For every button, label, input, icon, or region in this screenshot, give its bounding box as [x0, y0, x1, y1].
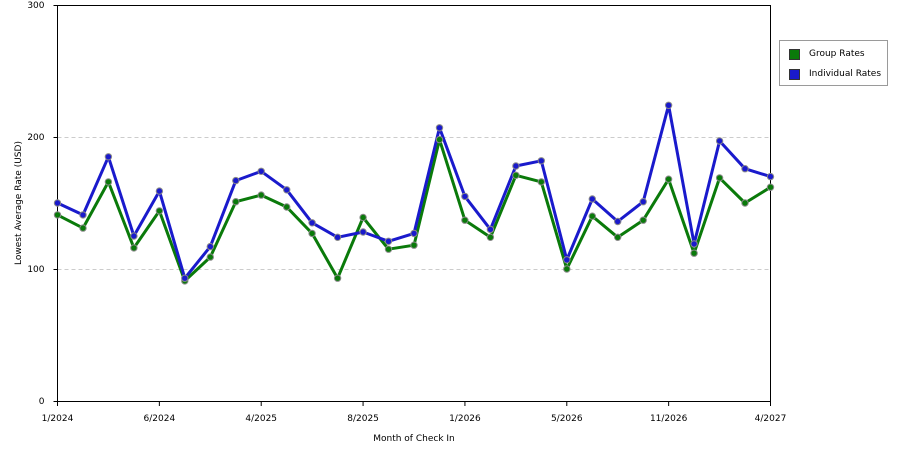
data-point-individual-rates [461, 192, 469, 201]
y-ticks: 0 100 200 300 [27, 1, 58, 407]
data-point-individual-rates [410, 229, 418, 238]
data-point-group-rates [435, 135, 444, 144]
legend-item-group-rates: Group Rates [789, 48, 865, 60]
legend-label-group-rates: Group Rates [809, 49, 865, 59]
data-point-individual-rates [435, 124, 444, 132]
data-point-group-rates [461, 216, 469, 224]
data-point-group-rates [410, 241, 418, 249]
data-point-individual-rates [563, 256, 571, 264]
data-point-group-rates [563, 265, 571, 273]
data-point-individual-rates [333, 233, 342, 242]
data-point-individual-rates [486, 225, 495, 234]
data-point-group-rates [232, 198, 240, 206]
x-tick-label: 11/2026 [650, 414, 688, 424]
data-point-group-rates [155, 207, 164, 215]
data-point-individual-rates [690, 240, 698, 248]
data-point-group-rates [359, 213, 367, 222]
data-point-individual-rates [715, 137, 724, 145]
legend: Group Rates Individual Rates [779, 40, 888, 86]
data-point-individual-rates [232, 176, 240, 185]
data-point-group-rates [283, 203, 291, 211]
data-point-individual-rates [384, 237, 393, 246]
data-point-individual-rates [614, 217, 622, 226]
series-line-individual-rates [56, 103, 772, 280]
data-point-individual-rates [155, 187, 164, 195]
data-point-group-rates [486, 233, 495, 242]
data-point-group-rates [588, 212, 596, 220]
y-tick-label: 100 [27, 265, 44, 275]
series-lines [56, 103, 772, 283]
y-tick-label: 300 [27, 1, 44, 11]
data-point-individual-rates [283, 186, 291, 194]
y-tick-label: 200 [27, 133, 44, 143]
data-point-group-rates [53, 211, 62, 219]
data-point-group-rates [690, 249, 698, 257]
y-tick-label: 0 [39, 397, 45, 407]
data-point-group-rates [741, 199, 749, 207]
x-tick-label: 8/2025 [347, 414, 379, 424]
data-point-individual-rates [308, 219, 316, 227]
data-point-individual-rates [537, 157, 545, 165]
data-point-individual-rates [181, 274, 189, 282]
data-point-group-rates [537, 178, 545, 186]
data-point-individual-rates [130, 232, 138, 240]
x-tick-label: 1/2026 [449, 414, 481, 424]
data-point-group-rates [333, 274, 342, 282]
data-point-group-rates [308, 229, 316, 238]
data-point-individual-rates [257, 167, 265, 176]
data-point-individual-rates [104, 153, 113, 161]
x-ticks: 1/2024 6/2024 4/2025 8/2025 1/2026 5/2026 11/2… [42, 401, 787, 424]
data-point-group-rates [512, 171, 520, 180]
legend-label-individual-rates: Individual Rates [809, 69, 882, 79]
data-point-group-rates [639, 216, 647, 224]
data-point-group-rates [715, 174, 724, 182]
data-point-group-rates [614, 233, 622, 242]
x-tick-label: 4/2025 [245, 414, 277, 424]
data-point-group-rates [104, 178, 113, 186]
data-point-group-rates [130, 244, 138, 252]
series-points [53, 101, 775, 285]
data-point-group-rates [384, 245, 393, 253]
data-point-individual-rates [664, 101, 673, 110]
x-tick-label: 5/2026 [551, 414, 583, 424]
legend-swatch-individual-rates [789, 68, 800, 80]
data-point-individual-rates [206, 242, 215, 251]
data-point-individual-rates [766, 172, 775, 181]
data-point-individual-rates [588, 195, 596, 203]
data-point-group-rates [664, 175, 673, 183]
x-axis-title: Month of Check In [373, 434, 455, 444]
data-point-individual-rates [639, 198, 647, 206]
data-point-individual-rates [359, 228, 367, 236]
data-point-group-rates [79, 224, 87, 232]
data-point-group-rates [206, 253, 215, 261]
data-point-individual-rates [741, 165, 749, 173]
data-point-individual-rates [79, 211, 87, 219]
x-tick-label: 6/2024 [144, 414, 176, 424]
x-tick-label: 1/2024 [42, 414, 74, 424]
data-point-individual-rates [53, 199, 62, 207]
data-point-group-rates [257, 191, 265, 199]
x-tick-label: 4/2027 [755, 414, 787, 424]
data-point-group-rates [766, 183, 775, 191]
legend-item-individual-rates: Individual Rates [789, 68, 881, 80]
data-point-individual-rates [512, 162, 520, 170]
legend-swatch-group-rates [789, 48, 800, 60]
y-axis-title: Lowest Average Rate (USD) [14, 141, 24, 265]
